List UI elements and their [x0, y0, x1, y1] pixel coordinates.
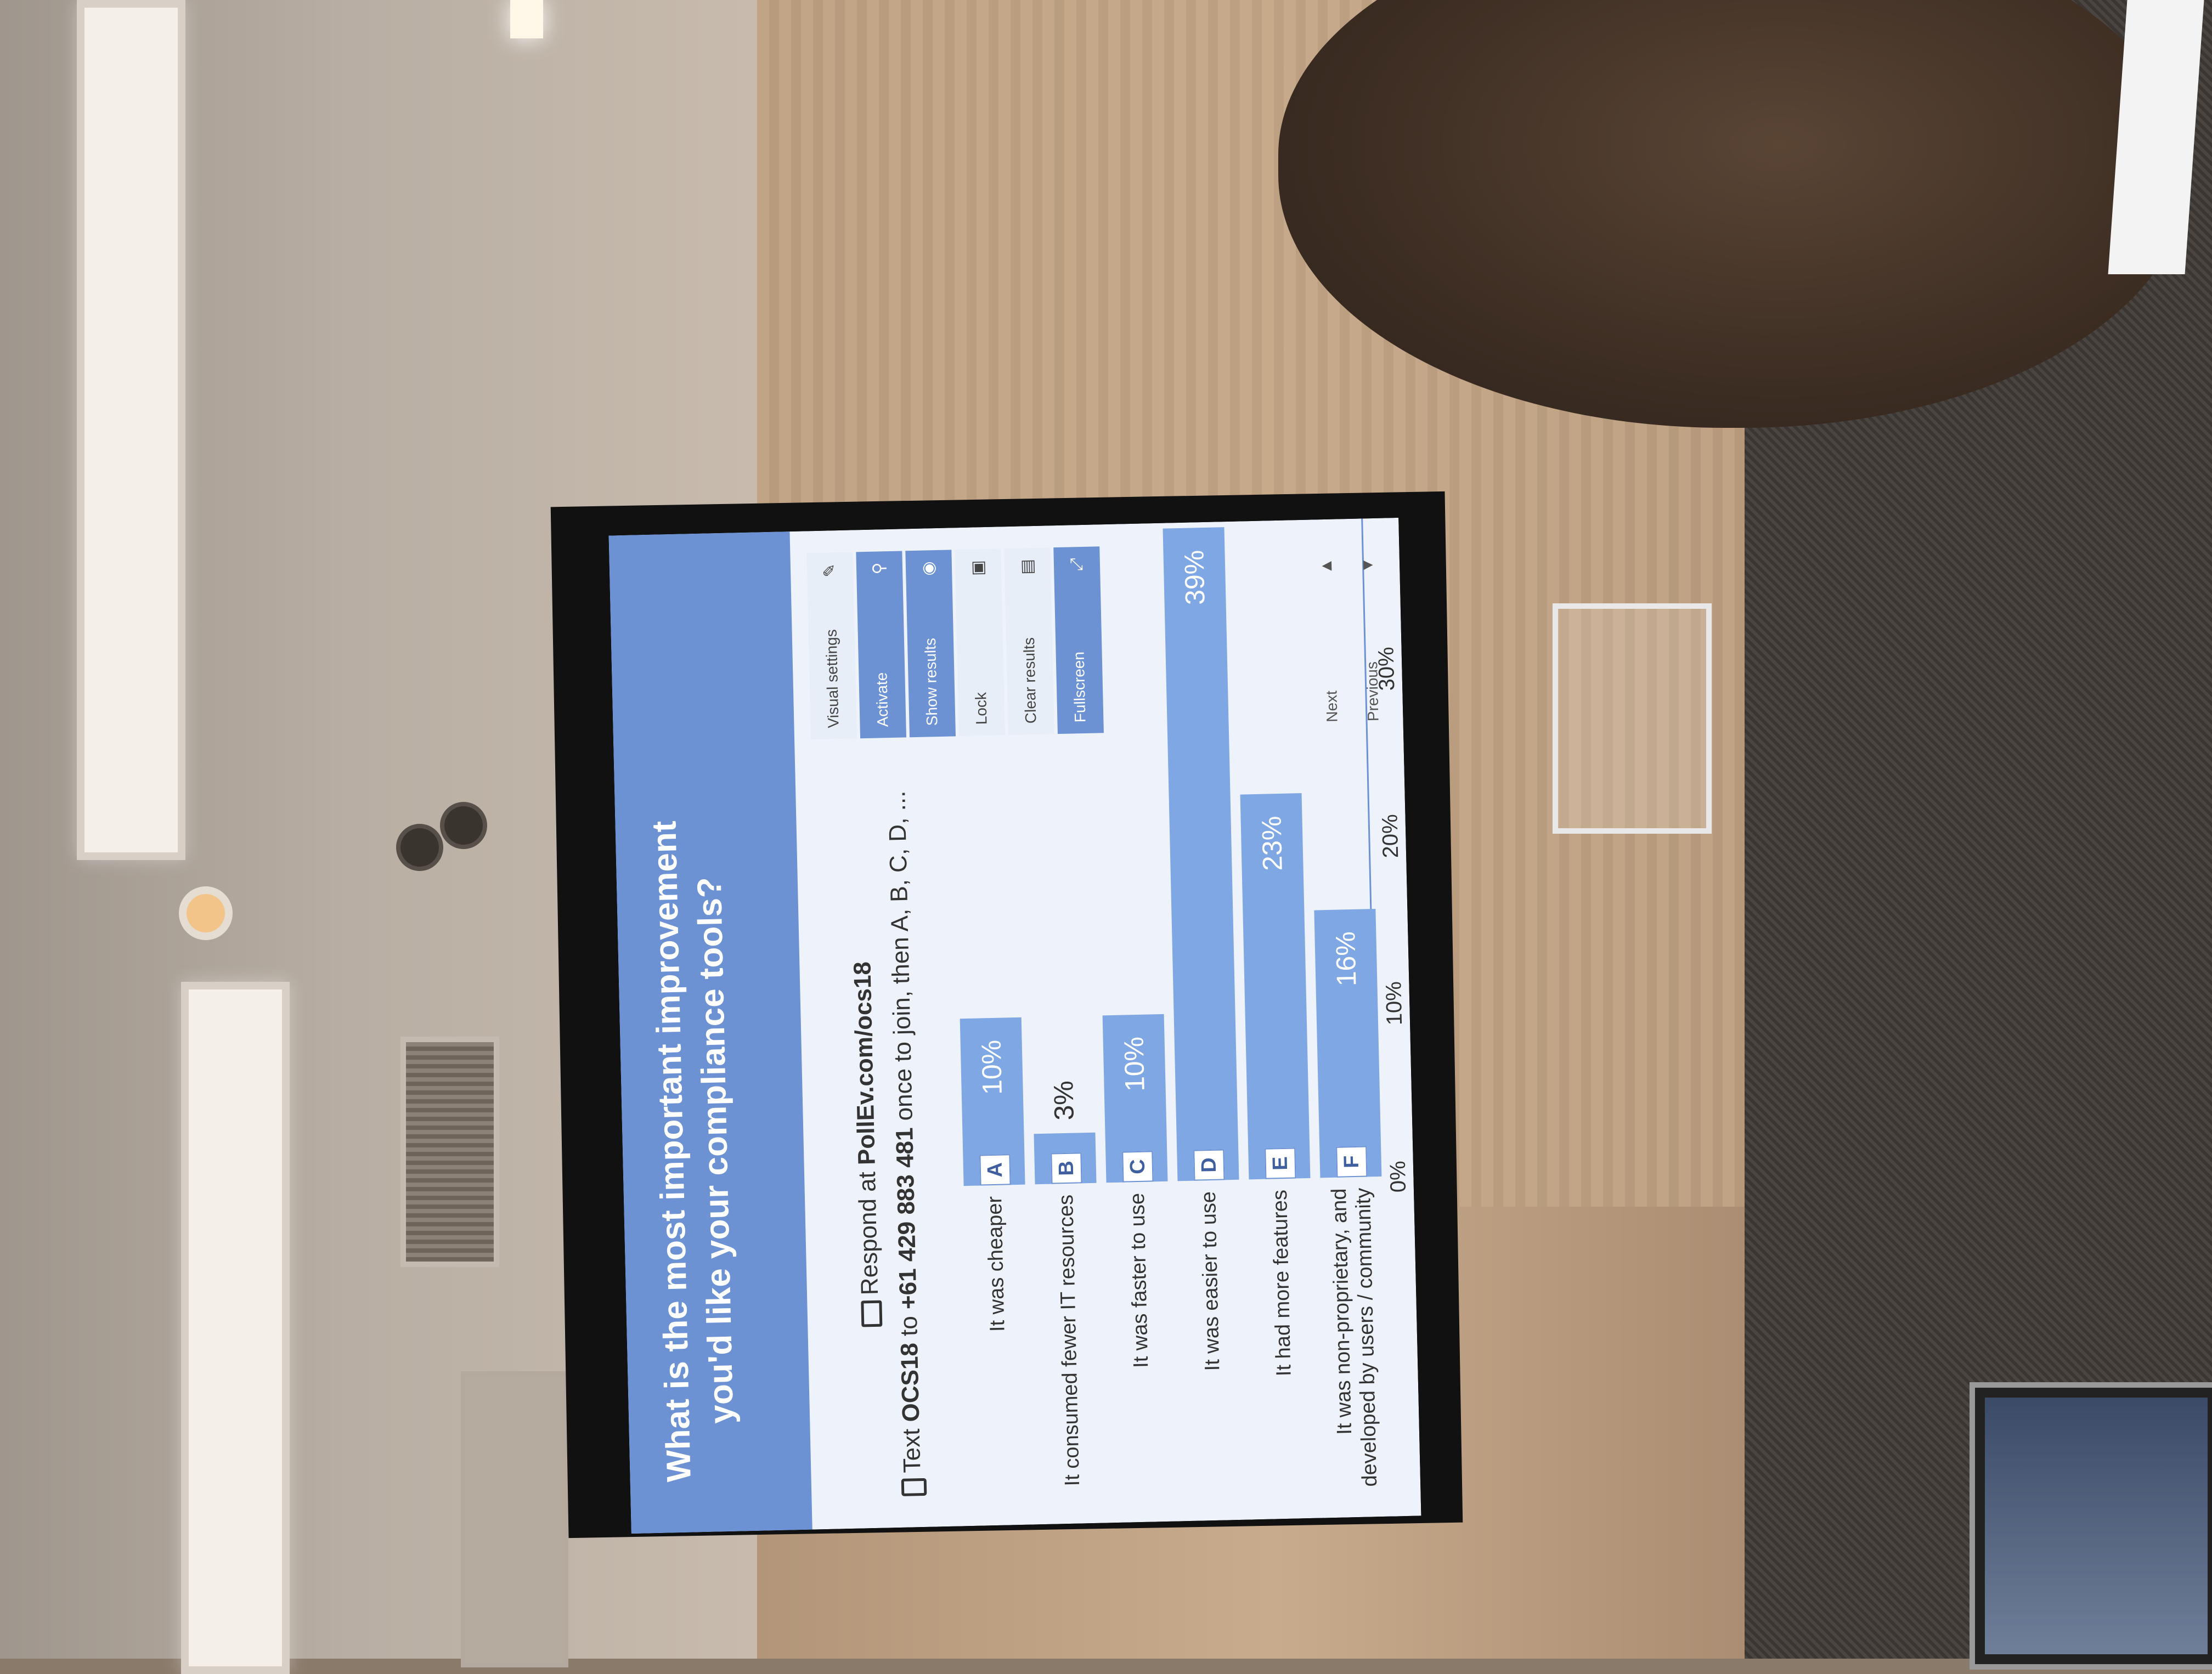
- text-number: +61 429 883 481: [891, 1127, 922, 1310]
- slide-holder: What is the most important improvement y…: [608, 517, 1421, 1534]
- ceiling-lamp: [187, 894, 225, 932]
- ceiling-vent: [400, 1037, 499, 1267]
- text-suffix: once to join, then A, B, C, D, ...: [883, 790, 918, 1128]
- eye-icon: ◉: [919, 561, 938, 576]
- audience-head: [1278, 0, 2189, 428]
- respond-url[interactable]: PollEv.com/ocs18: [849, 961, 881, 1166]
- respond-line: Respond at PollEv.com/ocs18: [844, 760, 889, 1529]
- presenter-controls: Visual settings ✎ Activate ⚲ Show results ◉…: [806, 546, 1107, 740]
- ceiling-speaker: [444, 806, 483, 845]
- previous-button[interactable]: Previous: [1363, 661, 1382, 722]
- show-results-label: Show results: [921, 637, 941, 726]
- bar-value-label: 39%: [1178, 550, 1211, 606]
- category-label: It was non-proprietary, and developed by…: [1327, 1187, 1382, 1487]
- category-label: It had more features: [1268, 1189, 1296, 1377]
- activate-label: Activate: [873, 672, 891, 727]
- phone-icon: [901, 1478, 927, 1496]
- fullscreen-label: Fullscreen: [1070, 651, 1089, 723]
- text-to: to: [895, 1309, 923, 1343]
- chevron-down-icon[interactable]: ▼: [1358, 557, 1377, 574]
- bar-value-label: 10%: [975, 1039, 1008, 1095]
- ceiling-light: [77, 0, 185, 860]
- broadcast-icon: ⚲: [870, 562, 889, 575]
- category-label: It was easier to use: [1197, 1191, 1224, 1371]
- option-letter: F: [1336, 1146, 1368, 1178]
- laptop-screen: [1985, 1398, 2208, 1654]
- pencil-icon: ✎: [820, 563, 839, 578]
- activate-button[interactable]: Activate ⚲: [856, 551, 907, 739]
- respond-prefix: Respond at: [853, 1164, 884, 1296]
- option-letter: D: [1193, 1149, 1225, 1181]
- ceiling-speaker: [400, 828, 439, 867]
- clear-results-label: Clear results: [1020, 637, 1040, 724]
- fullscreen-button[interactable]: Fullscreen ⤢: [1053, 546, 1104, 734]
- text-line: Text OCS18 to +61 429 883 481 once to jo…: [883, 759, 928, 1528]
- projector-cart: [1553, 603, 1712, 834]
- bar-value-label: 23%: [1256, 816, 1288, 872]
- show-results-button[interactable]: Show results ◉: [905, 550, 956, 738]
- category-label: It was cheaper: [983, 1196, 1009, 1332]
- visual-settings-label: Visual settings: [822, 629, 842, 728]
- lock-icon: ▣: [968, 559, 988, 576]
- visual-settings-button[interactable]: Visual settings ✎: [806, 552, 857, 740]
- fullscreen-icon: ⤢: [1067, 557, 1086, 572]
- laptop: [1970, 1382, 2212, 1670]
- text-code: OCS18: [896, 1342, 925, 1423]
- bar-value-label: 3%: [1048, 1080, 1080, 1121]
- x-tick-label: 20%: [1378, 813, 1403, 858]
- monitor-icon: [861, 1300, 883, 1327]
- category-label: It consumed fewer IT resources: [1054, 1194, 1085, 1486]
- option-letter: B: [1051, 1152, 1082, 1184]
- category-label: It was faster to use: [1125, 1192, 1153, 1368]
- bar: [1163, 527, 1239, 1181]
- option-letter: E: [1265, 1147, 1296, 1179]
- poll-question: What is the most important improvement y…: [645, 820, 741, 1483]
- ceiling-light: [181, 982, 290, 1674]
- x-tick-label: 0%: [1385, 1160, 1411, 1193]
- slide-header: What is the most important improvement y…: [608, 531, 812, 1534]
- bar-value-label: 10%: [1118, 1036, 1150, 1092]
- text-prefix: Text: [898, 1421, 926, 1473]
- downlight: [510, 0, 543, 38]
- option-letter: A: [979, 1154, 1011, 1186]
- next-button[interactable]: Next: [1323, 690, 1341, 723]
- chevron-up-icon[interactable]: ▲: [1317, 557, 1336, 575]
- clear-results-button[interactable]: Clear results ▤: [1004, 547, 1054, 736]
- lock-button[interactable]: Lock ▣: [955, 548, 1005, 737]
- option-letter: C: [1122, 1151, 1154, 1183]
- poll-slide: What is the most important improvement y…: [608, 517, 1421, 1534]
- ceiling-hatch: [461, 1371, 568, 1667]
- lock-label: Lock: [972, 692, 990, 725]
- x-tick-label: 10%: [1381, 981, 1407, 1026]
- bar-value-label: 16%: [1330, 931, 1362, 987]
- trash-icon: ▤: [1018, 558, 1037, 575]
